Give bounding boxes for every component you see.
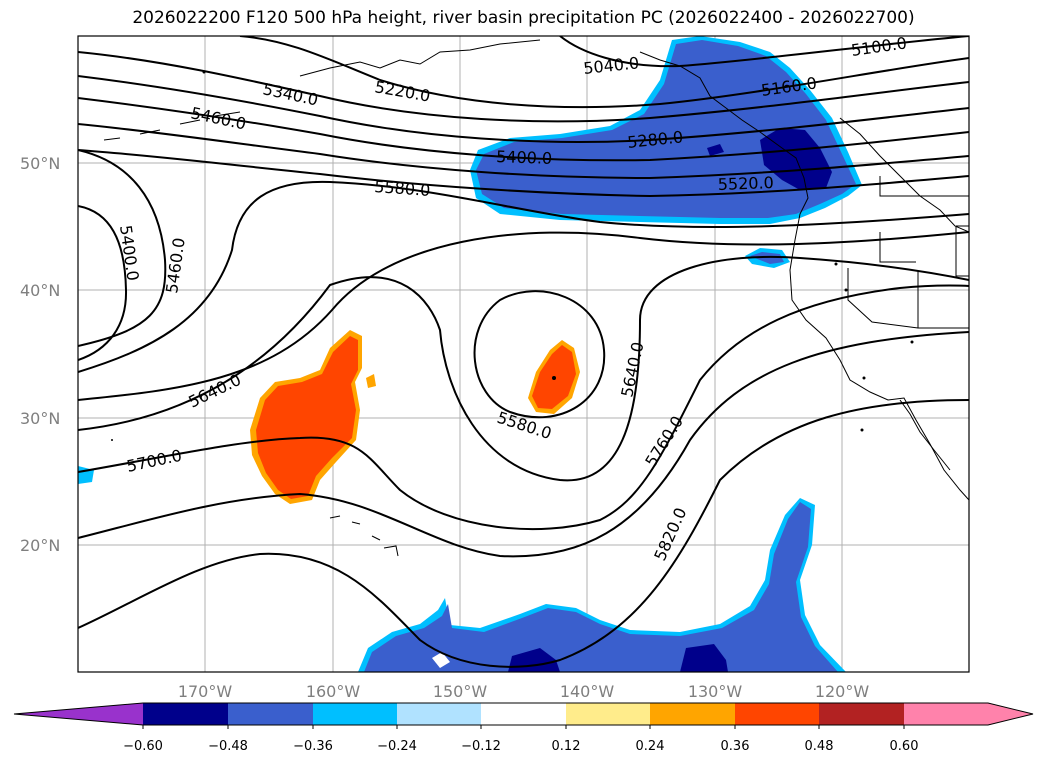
colorbar-tick: −0.60: [123, 739, 163, 754]
lon-label: 130°W: [688, 682, 743, 701]
map-frame: [77, 35, 970, 673]
colorbar-segment: [566, 703, 650, 725]
colorbar-tick: −0.48: [208, 739, 248, 754]
map-title: 2026022200 F120 500 hPa height, river ba…: [132, 8, 915, 28]
colorbar-tick: −0.12: [461, 739, 501, 754]
lon-label: 160°W: [306, 682, 361, 701]
colorbar-segment: [904, 703, 988, 725]
lon-label: 170°W: [178, 682, 233, 701]
lon-label: 150°W: [433, 682, 488, 701]
map-area: 5040.0 5100.0 5160.0 5220.0 5280.0 5340.…: [78, 33, 969, 672]
contour-label: 5340.0: [261, 79, 320, 109]
lat-label: 20°N: [20, 536, 60, 555]
contour-label: 5640.0: [185, 370, 244, 412]
contour-label: 5760.0: [641, 413, 687, 471]
colorbar-segment: [143, 703, 228, 725]
colorbar-tick: −0.36: [293, 739, 333, 754]
colorbar-tick: −0.24: [377, 739, 417, 754]
contour-label: 5100.0: [850, 33, 908, 60]
contour-label: 5400.0: [496, 147, 553, 168]
height-contours: [78, 36, 969, 668]
colorbar-segment: [313, 703, 397, 725]
longitude-labels: 170°W 160°W 150°W 140°W 130°W 120°W: [178, 682, 870, 701]
colorbar-tick: 0.24: [636, 739, 665, 754]
contour-label: 5580.0: [374, 177, 431, 200]
colorbar-segment: [819, 703, 904, 725]
contour-label: 5460.0: [189, 103, 248, 133]
coastlines: [103, 39, 969, 557]
lat-label: 50°N: [20, 154, 60, 173]
contour-label: 5040.0: [582, 53, 640, 78]
colorbar: −0.60 −0.48 −0.36 −0.24 −0.12 0.12 0.24 …: [13, 702, 1034, 754]
contour-label: 5460.0: [162, 236, 189, 294]
colorbar-tick: 0.36: [721, 739, 750, 754]
contour-label: 5820.0: [650, 505, 690, 564]
lon-label: 140°W: [560, 682, 615, 701]
contour-label: 5520.0: [717, 173, 774, 194]
contour-label: 5580.0: [495, 408, 554, 443]
lat-label: 40°N: [20, 281, 60, 300]
contour-label: 5220.0: [373, 77, 431, 105]
lon-label: 120°W: [815, 682, 870, 701]
contour-label: 5640.0: [617, 340, 647, 399]
contour-label: 5400.0: [116, 224, 143, 282]
colorbar-segment: [397, 703, 481, 725]
colorbar-segment: [481, 703, 566, 725]
colorbar-segment: [228, 703, 313, 725]
contour-label: 5700.0: [125, 446, 184, 476]
latitude-labels: 50°N 40°N 30°N 20°N: [20, 154, 60, 555]
colorbar-segment: [735, 703, 819, 725]
lat-label: 30°N: [20, 409, 60, 428]
colorbar-extend-low: [14, 703, 143, 725]
colorbar-ticks: −0.60 −0.48 −0.36 −0.24 −0.12 0.12 0.24 …: [123, 739, 918, 754]
colorbar-extend-high: [988, 703, 1033, 725]
colorbar-tick: 0.48: [805, 739, 834, 754]
colorbar-segment: [650, 703, 735, 725]
islands: [111, 70, 914, 441]
colorbar-tick: 0.60: [890, 739, 919, 754]
negative-anomaly-south: [78, 466, 846, 672]
colorbar-tick: 0.12: [552, 739, 581, 754]
